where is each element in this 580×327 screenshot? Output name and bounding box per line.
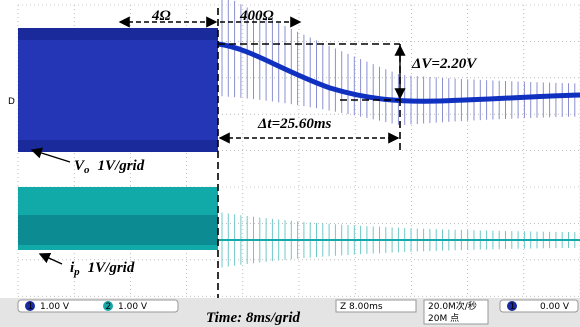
delta-v-label: ΔV=2.20V bbox=[411, 56, 478, 72]
vo-waveform-core bbox=[18, 40, 218, 140]
waveform-spikes bbox=[222, 0, 575, 267]
trig-ch: 1 bbox=[510, 302, 516, 312]
trig-level: 0.00 V bbox=[540, 302, 570, 312]
ch2-num: 2 bbox=[106, 302, 112, 312]
ch1-marker: D bbox=[8, 97, 15, 107]
time-label: Time: 8ms/grid bbox=[206, 310, 301, 326]
vo-scale: 1V/grid bbox=[98, 158, 145, 174]
delta-t-label: Δt=25.60ms bbox=[257, 116, 332, 132]
scope-screenshot: D 4Ω 400Ω ΔV=2.20V Δt=25.60ms Vo1V/grid … bbox=[0, 0, 580, 327]
points: 20M 点 bbox=[428, 313, 459, 324]
ch1-num: 1 bbox=[28, 302, 34, 312]
timebase: Z 8.00ms bbox=[340, 302, 383, 312]
left-load-label: 4Ω bbox=[151, 8, 171, 24]
ip-pointer bbox=[40, 254, 62, 264]
vo-sub: o bbox=[84, 164, 90, 176]
ip-waveform-core bbox=[18, 215, 218, 245]
right-load-label: 400Ω bbox=[239, 8, 274, 24]
ch1-scale: 1.00 V bbox=[40, 302, 70, 312]
ch2-scale: 1.00 V bbox=[118, 302, 148, 312]
ip-scale: 1V/grid bbox=[88, 260, 135, 276]
sample-rate: 20.0M次/秒 bbox=[428, 300, 477, 312]
ip-sub: p bbox=[73, 266, 80, 278]
